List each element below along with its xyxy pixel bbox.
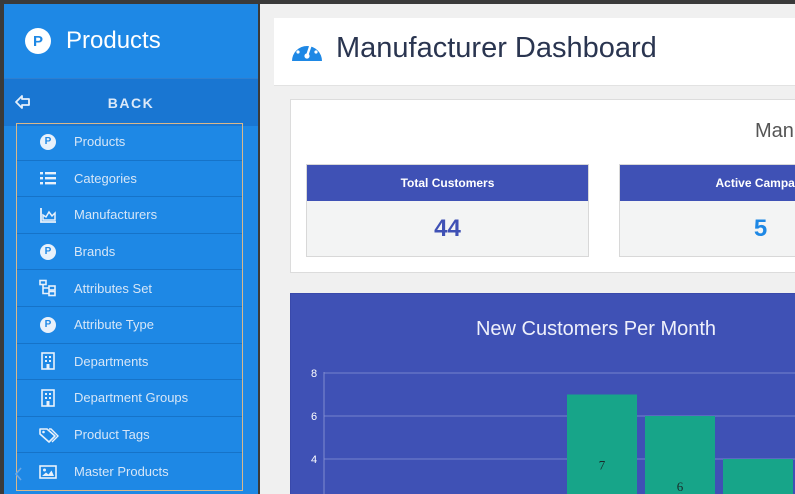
- dashboard-gauge-icon: [292, 40, 322, 61]
- sidebar-item-master-products[interactable]: Master Products: [17, 453, 242, 490]
- sidebar-menu: P Products Categories Manufacturers P Br…: [16, 123, 243, 491]
- back-arrow-icon: [15, 95, 30, 109]
- bar-value-label: 7: [599, 458, 606, 473]
- chevron-left-icon[interactable]: [13, 466, 23, 482]
- sidebar-item-brands[interactable]: P Brands: [17, 234, 242, 271]
- products-logo: P: [25, 28, 51, 54]
- sitemap-icon: [39, 279, 56, 297]
- building-icon: [41, 389, 55, 407]
- sidebar-header: P Products: [4, 4, 258, 78]
- bar-value-label: 6: [677, 479, 684, 494]
- new-customers-chart: New Customers Per Month 8 6 4 7 6: [290, 293, 795, 494]
- sidebar-item-product-tags[interactable]: Product Tags: [17, 417, 242, 454]
- image-icon: [39, 464, 57, 479]
- sidebar-item-label: Master Products: [74, 464, 169, 480]
- stats-card: Man Total Customers 44 Active Campaig 5: [290, 99, 795, 273]
- sidebar-item-label: Departments: [74, 353, 149, 369]
- sidebar-item-label: Brands: [74, 244, 116, 260]
- stat-label: Active Campaig: [620, 165, 795, 201]
- sidebar-item-label: Attributes Set: [74, 280, 153, 296]
- stat-value: 5: [753, 214, 768, 242]
- chart-bar: [645, 416, 715, 494]
- back-button[interactable]: BACK: [4, 78, 258, 126]
- sidebar-item-attribute-type[interactable]: P Attribute Type: [17, 307, 242, 344]
- p-circle-icon: P: [39, 243, 57, 261]
- chart-plot: 8 6 4 7 6: [311, 368, 795, 494]
- sidebar: P Products BACK P Products Categories Ma…: [4, 4, 258, 494]
- sidebar-item-label: Manufacturers: [74, 207, 158, 223]
- list-icon: [40, 172, 56, 185]
- page-header: Manufacturer Dashboard: [274, 18, 795, 86]
- sidebar-item-label: Product Tags: [74, 427, 150, 443]
- stat-total-customers: Total Customers 44: [306, 164, 589, 257]
- stats-heading: Man: [755, 120, 794, 142]
- sidebar-title: Products: [66, 27, 161, 54]
- p-circle-icon: P: [39, 133, 57, 151]
- area-chart-icon: [40, 207, 56, 223]
- page-title: Manufacturer Dashboard: [336, 32, 657, 64]
- main-content: Manufacturer Dashboard Man Total Custome…: [260, 4, 795, 494]
- sidebar-item-products[interactable]: P Products: [17, 124, 242, 161]
- back-label: BACK: [107, 94, 155, 111]
- stat-label: Total Customers: [307, 165, 588, 201]
- building-icon: [41, 352, 55, 371]
- sidebar-item-label: Attribute Type: [74, 317, 154, 333]
- sidebar-item-manufacturers[interactable]: Manufacturers: [17, 197, 242, 234]
- sidebar-item-label: Department Groups: [74, 390, 189, 406]
- y-tick-label: 6: [311, 411, 317, 423]
- sidebar-item-attributes-set[interactable]: Attributes Set: [17, 270, 242, 307]
- sidebar-item-label: Categories: [74, 170, 137, 186]
- sidebar-item-categories[interactable]: Categories: [17, 161, 242, 198]
- chart-bar: [567, 394, 637, 494]
- y-tick-label: 4: [311, 454, 317, 466]
- sidebar-item-department-groups[interactable]: Department Groups: [17, 380, 242, 417]
- tags-icon: [39, 427, 59, 443]
- y-tick-label: 8: [311, 368, 317, 380]
- sidebar-item-departments[interactable]: Departments: [17, 344, 242, 381]
- stat-value: 44: [434, 214, 461, 242]
- p-circle-icon: P: [39, 316, 57, 334]
- stat-active-campaigns: Active Campaig 5: [619, 164, 795, 257]
- chart-title: New Customers Per Month: [475, 318, 717, 340]
- chart-bar: [723, 459, 793, 494]
- sidebar-item-label: Products: [74, 134, 126, 150]
